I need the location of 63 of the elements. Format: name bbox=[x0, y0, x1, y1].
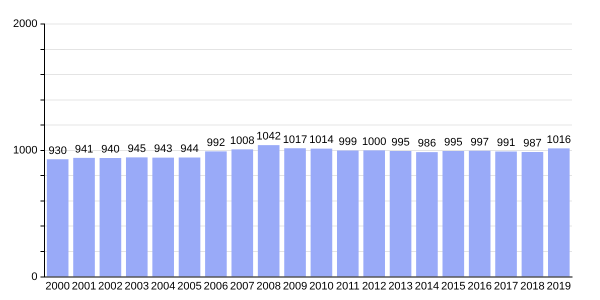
x-tick-label: 2009 bbox=[282, 280, 308, 292]
x-tick-label: 2001 bbox=[72, 280, 96, 292]
x-tick-label: 2010 bbox=[309, 280, 334, 292]
x-tick-label: 2017 bbox=[494, 280, 518, 292]
x-tick-label: 2013 bbox=[388, 280, 413, 292]
x-tick-label: 2014 bbox=[414, 280, 440, 292]
bar bbox=[178, 157, 200, 276]
x-tick-label: 2015 bbox=[441, 280, 466, 292]
x-tick-label: 2000 bbox=[45, 280, 70, 292]
bar bbox=[100, 158, 122, 276]
data-label: 1000 bbox=[362, 136, 386, 148]
bar bbox=[231, 149, 254, 276]
data-label: 1014 bbox=[309, 134, 334, 146]
bar bbox=[390, 151, 412, 276]
bar bbox=[522, 152, 544, 276]
data-label: 941 bbox=[74, 143, 94, 156]
x-tick-label: 2018 bbox=[520, 280, 545, 292]
x-tick-label: 2002 bbox=[98, 280, 123, 292]
data-label: 999 bbox=[338, 136, 357, 148]
bar bbox=[310, 148, 332, 276]
x-tick-label: 2011 bbox=[336, 280, 360, 292]
data-label: 1008 bbox=[230, 134, 255, 147]
bar bbox=[495, 152, 517, 276]
x-tick-label: 2007 bbox=[230, 280, 255, 292]
bar bbox=[73, 158, 95, 276]
data-label: 944 bbox=[180, 143, 199, 156]
x-tick-label: 2006 bbox=[204, 280, 228, 292]
bar bbox=[46, 159, 68, 276]
x-tick-label: 2016 bbox=[467, 280, 492, 292]
data-label: 930 bbox=[48, 144, 67, 157]
data-label: 945 bbox=[128, 142, 146, 155]
bar bbox=[416, 152, 438, 276]
bar bbox=[284, 148, 306, 276]
y-tick-label: 2000 bbox=[12, 18, 38, 30]
x-tick-label: 2005 bbox=[177, 280, 202, 292]
data-label: 940 bbox=[101, 144, 120, 156]
bar bbox=[363, 150, 385, 276]
bar bbox=[548, 148, 570, 276]
bar bbox=[468, 150, 490, 276]
bar bbox=[126, 157, 148, 276]
x-tick-label: 2012 bbox=[362, 280, 386, 292]
data-label: 943 bbox=[154, 143, 172, 156]
data-label: 1016 bbox=[546, 134, 572, 146]
y-tick-label: 1000 bbox=[12, 144, 38, 156]
x-tick-label: 2004 bbox=[150, 280, 176, 292]
bar bbox=[152, 158, 174, 276]
x-tick-label: 2003 bbox=[124, 280, 150, 292]
data-label: 995 bbox=[444, 136, 462, 149]
bar bbox=[258, 145, 280, 276]
bar bbox=[336, 150, 359, 276]
x-tick-label: 2019 bbox=[546, 280, 572, 292]
data-label: 1017 bbox=[282, 134, 308, 146]
data-label: 995 bbox=[391, 136, 410, 149]
y-tick-label: 0 bbox=[31, 270, 38, 283]
data-label: 1042 bbox=[256, 130, 281, 143]
data-label: 991 bbox=[496, 137, 516, 150]
data-label: 997 bbox=[470, 136, 489, 148]
x-tick-label: 2008 bbox=[256, 280, 281, 292]
bar bbox=[442, 151, 464, 276]
data-label: 987 bbox=[523, 138, 542, 150]
data-label: 992 bbox=[206, 136, 226, 149]
bar bbox=[205, 151, 227, 276]
data-label: 986 bbox=[418, 138, 436, 150]
